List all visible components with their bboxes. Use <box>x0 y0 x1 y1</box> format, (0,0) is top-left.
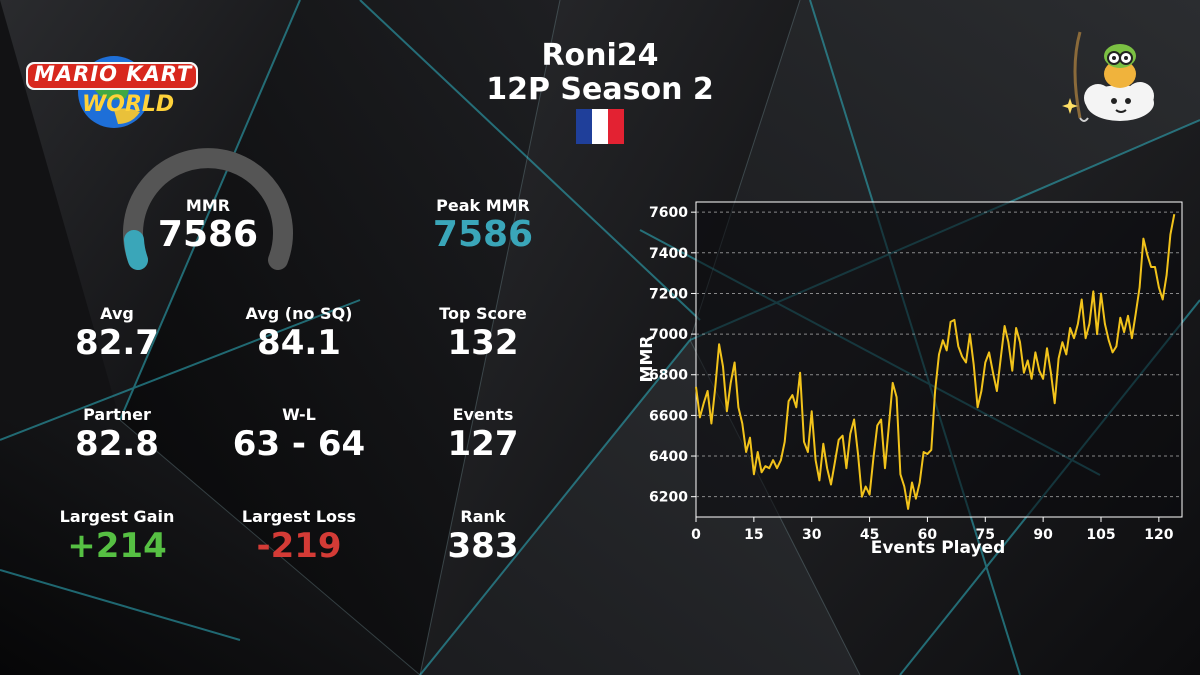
logo-bottom-text: WORLD <box>82 92 175 117</box>
france-flag-icon <box>576 109 624 144</box>
peak-mmr-value: 7586 <box>432 214 534 255</box>
x-axis-label: Events Played <box>871 538 1006 558</box>
y-tick-label: 7000 <box>649 327 688 343</box>
y-tick-label: 6800 <box>649 368 688 384</box>
x-tick-label: 0 <box>691 527 701 543</box>
x-tick-label: 90 <box>1033 527 1053 543</box>
largest-loss-label: Largest Loss <box>241 507 357 526</box>
partner-label: Partner <box>83 405 151 424</box>
wl-label: W-L <box>282 405 316 424</box>
events-value: 127 <box>447 424 519 464</box>
largest-loss-value: -219 <box>256 526 342 566</box>
logo-globe-icon <box>26 56 198 128</box>
y-axis-label: MMR <box>640 336 657 383</box>
mmr-label: MMR <box>185 196 231 215</box>
player-name: Roni24 <box>541 38 659 73</box>
peak-mmr-label: Peak MMR <box>436 196 530 215</box>
gauge-fill <box>124 230 148 270</box>
y-tick-label: 7600 <box>649 205 688 221</box>
rank-label: Rank <box>460 507 506 526</box>
largest-gain-value: +214 <box>67 526 167 566</box>
mario-kart-world-logo: MARIO KART WORLD <box>22 40 202 130</box>
wl-value: 63 - 64 <box>232 424 366 464</box>
avg-no-sq-value: 84.1 <box>257 323 341 363</box>
top-score-label: Top Score <box>439 304 527 323</box>
avg-label: Avg <box>100 304 134 323</box>
season-title: 12P Season 2 <box>486 72 714 107</box>
mmr-value: 7586 <box>157 214 259 255</box>
x-tick-label: 60 <box>918 527 938 543</box>
x-tick-label: 120 <box>1144 527 1173 543</box>
lakitu-on-cloud-icon <box>1062 31 1154 122</box>
y-tick-label: 6200 <box>649 490 688 506</box>
x-tick-label: 105 <box>1086 527 1115 543</box>
logo-top-text: MARIO KART <box>34 62 193 86</box>
flag-stripe-blue <box>576 109 592 144</box>
y-tick-label: 7400 <box>649 246 688 262</box>
avg-no-sq-label: Avg (no SQ) <box>245 304 353 323</box>
mmr-history-chart: 6200 6400 6600 6800 7000 7200 7400 7600 0 15 30 45… <box>640 201 1183 558</box>
mmr-series-line <box>695 214 1176 510</box>
events-label: Events <box>452 405 514 424</box>
rank-value: 383 <box>447 526 519 566</box>
flag-stripe-white <box>592 109 608 144</box>
gauge-track <box>123 148 293 270</box>
y-tick-label: 7200 <box>649 286 688 302</box>
x-tick-label: 45 <box>860 527 879 543</box>
top-score-value: 132 <box>447 323 519 363</box>
flag-stripe-red <box>608 109 624 144</box>
y-tick-label: 6600 <box>649 408 688 424</box>
x-tick-label: 30 <box>802 527 822 543</box>
y-tick-label: 6400 <box>649 449 688 465</box>
x-tick-label: 75 <box>976 527 995 543</box>
largest-gain-label: Largest Gain <box>59 507 175 526</box>
partner-value: 82.8 <box>75 424 159 464</box>
avg-value: 82.7 <box>75 323 159 363</box>
mmr-gauge <box>123 148 293 270</box>
x-tick-label: 15 <box>744 527 763 543</box>
